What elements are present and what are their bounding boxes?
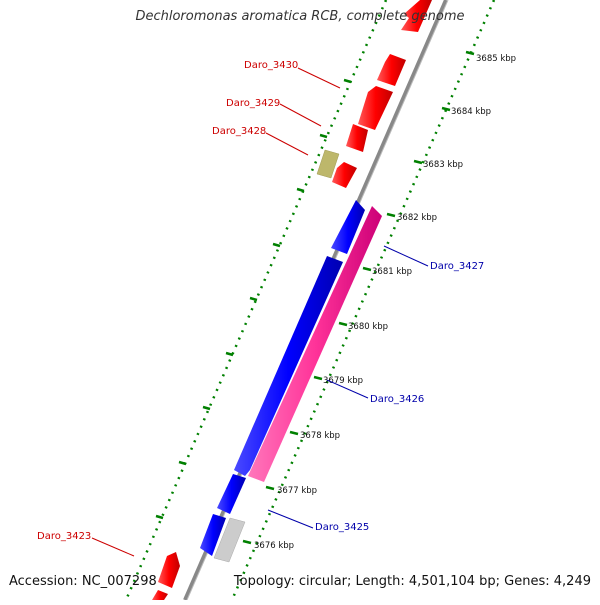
gene-block-grey xyxy=(213,517,246,563)
ruler-tick xyxy=(338,321,348,327)
gene-arrow-forward xyxy=(358,86,393,130)
gene-arrow-forward xyxy=(401,0,432,32)
gene-label-daro-3425[interactable]: Daro_3425 xyxy=(315,522,369,533)
leader-line xyxy=(267,509,314,529)
ruler-tick xyxy=(242,539,252,545)
tick-label-3680: 3680 kbp xyxy=(348,322,388,332)
gene-arrow-forward xyxy=(152,590,168,600)
leader-line xyxy=(279,103,322,127)
ruler-tick xyxy=(313,375,323,381)
gene-label-daro-3426[interactable]: Daro_3426 xyxy=(370,394,424,405)
leader-line xyxy=(91,537,135,557)
ruler-tick xyxy=(265,485,275,491)
ruler-tick xyxy=(441,106,451,112)
ruler-tick xyxy=(413,159,423,165)
leader-line xyxy=(297,67,341,89)
gene-arrow-reverse xyxy=(200,514,226,556)
map-title: Dechloromonas aromatica RCB, complete ge… xyxy=(135,9,465,24)
leader-line xyxy=(383,245,429,267)
gene-arrow-reverse xyxy=(234,256,343,476)
outer-ring-ticks xyxy=(155,78,352,520)
ruler-tick xyxy=(362,266,372,272)
gene-arrow-highlighted xyxy=(248,206,382,482)
gene-label-daro-3427[interactable]: Daro_3427 xyxy=(430,261,484,272)
gene-arrow-forward xyxy=(377,54,406,86)
gene-arrow-forward xyxy=(332,162,357,188)
leader-line xyxy=(265,132,309,156)
gene-arrow-reverse xyxy=(331,200,365,254)
gene-arrow-reverse xyxy=(217,474,246,514)
tick-label-3684: 3684 kbp xyxy=(451,107,491,117)
gene-label-daro-3428[interactable]: Daro_3428 xyxy=(212,126,266,137)
gene-labels: Daro_3430 Daro_3429 Daro_3428 Daro_3427 … xyxy=(37,60,484,557)
tick-label-3676: 3676 kbp xyxy=(254,541,294,551)
tick-label-3679: 3679 kbp xyxy=(323,376,363,386)
gene-arrow-forward xyxy=(346,124,368,152)
tick-label-3678: 3678 kbp xyxy=(300,431,340,441)
tick-label-3683: 3683 kbp xyxy=(423,160,463,170)
ruler-tick xyxy=(386,212,396,218)
accession-text: Accession: NC_007298 xyxy=(9,574,157,589)
outer-dotted-ring xyxy=(124,0,388,601)
topology-text: Topology: circular; Length: 4,501,104 bp… xyxy=(233,574,591,589)
tick-label-3681: 3681 kbp xyxy=(372,267,412,277)
ruler-tick xyxy=(289,430,299,436)
gene-arrow-forward xyxy=(158,552,180,588)
gene-label-daro-3429[interactable]: Daro_3429 xyxy=(226,98,280,109)
tick-label-3682: 3682 kbp xyxy=(397,213,437,223)
gene-label-daro-3430[interactable]: Daro_3430 xyxy=(244,60,298,71)
ruler: 3685 kbp 3684 kbp 3683 kbp 3682 kbp 3681… xyxy=(242,50,516,551)
leader-line xyxy=(326,379,369,399)
gene-block-other xyxy=(316,149,340,179)
tick-label-3677: 3677 kbp xyxy=(277,486,317,496)
tick-label-3685: 3685 kbp xyxy=(476,54,516,64)
ruler-tick xyxy=(465,50,475,56)
inner-dotted-ring xyxy=(230,0,496,601)
gene-label-daro-3423[interactable]: Daro_3423 xyxy=(37,531,91,542)
